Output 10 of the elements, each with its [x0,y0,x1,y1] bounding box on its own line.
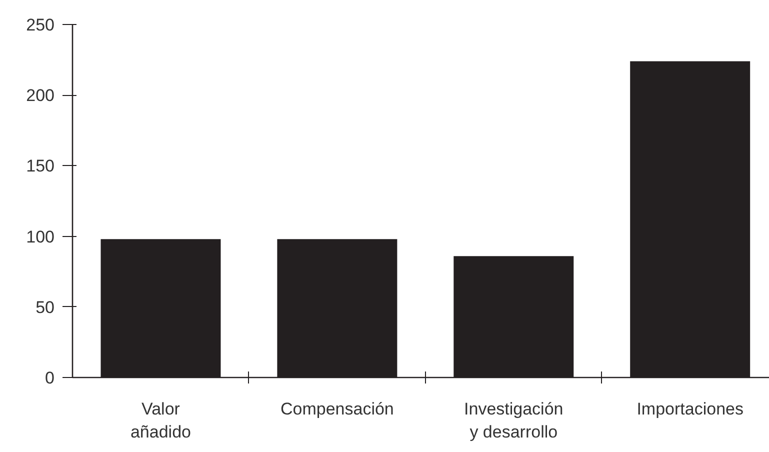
x-tick-label: Valor añadido [130,400,191,442]
x-tick-label: Investigación y desarrollo [464,400,564,442]
y-tick-label: 250 [26,16,55,34]
y-tick-label: 150 [26,156,55,176]
y-tick-label: 0 [45,368,55,388]
y-tick-label: 50 [36,298,55,317]
y-tick-label: 200 [26,86,55,106]
y-tick-label: 100 [26,227,55,246]
x-tick-label: Compensación [280,400,394,418]
x-tick-label: Importaciones [636,400,744,418]
